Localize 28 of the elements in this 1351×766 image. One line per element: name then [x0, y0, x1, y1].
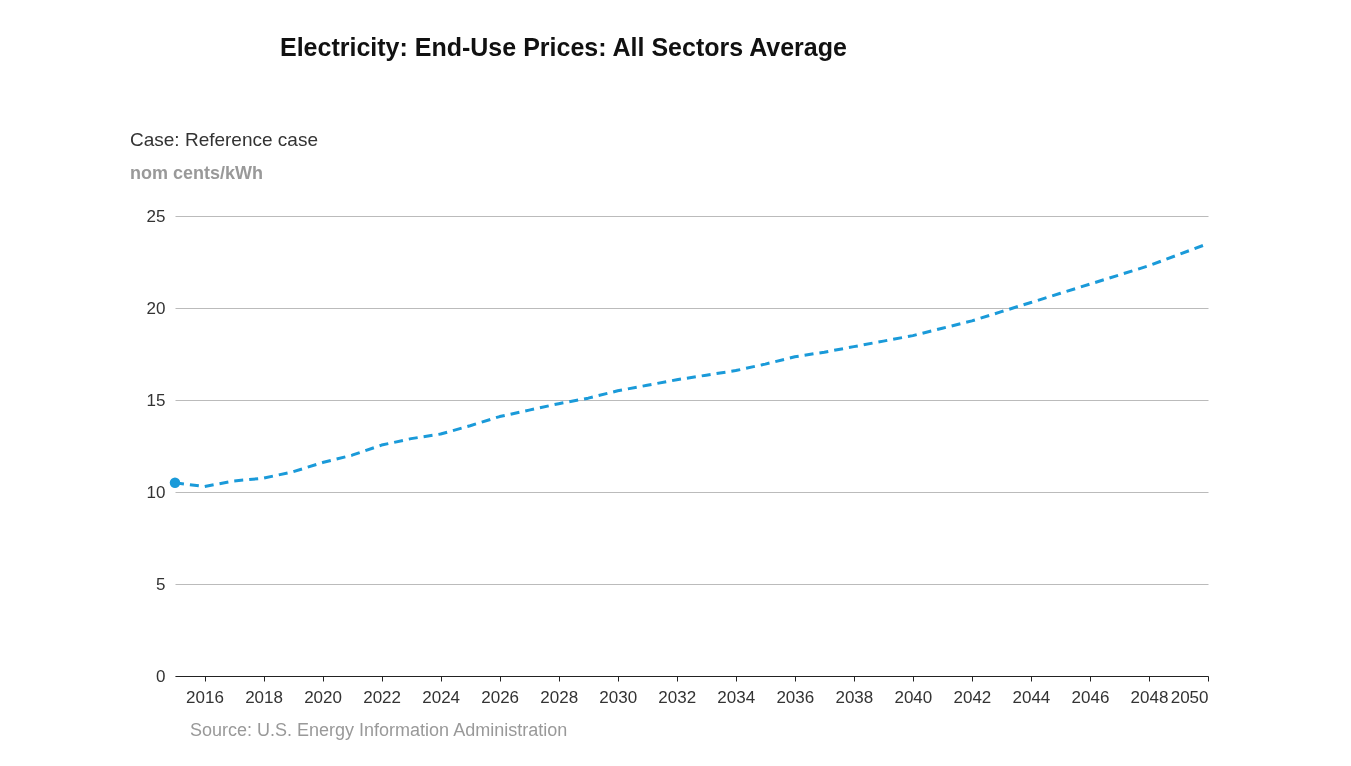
y-tick-label: 15 [146, 390, 166, 410]
x-tick-label: 2022 [363, 687, 402, 707]
x-tick-label: 2040 [894, 687, 933, 707]
x-tick-label: 2036 [776, 687, 815, 707]
chart-title: Electricity: End-Use Prices: All Sectors Average [280, 33, 847, 61]
x-tick-label: 2044 [1012, 687, 1051, 707]
x-tick-label: 2034 [717, 687, 756, 707]
y-axis-title: nom cents/kWh [130, 163, 264, 183]
x-tick-label: 2038 [835, 687, 874, 707]
x-tick-label: 2016 [186, 687, 224, 707]
x-tick-label: 2032 [658, 687, 697, 707]
x-tick-label: 2018 [245, 687, 283, 707]
y-tick-label: 10 [146, 482, 166, 502]
x-tick-label: 2046 [1071, 687, 1110, 707]
x-tick-label: 2042 [953, 687, 992, 707]
y-tick-label: 0 [156, 666, 166, 686]
x-tick-label: 2020 [304, 687, 342, 707]
x-tick-label: 2048 [1130, 687, 1169, 707]
x-tick-label: 2050 [1170, 687, 1209, 707]
chart-subtitle: Case: Reference case [130, 129, 318, 150]
x-tick-label: 2028 [540, 687, 579, 707]
y-tick-label: 20 [146, 298, 166, 318]
x-tick-label: 2026 [481, 687, 520, 707]
source-note: Source: U.S. Energy Information Administration [190, 720, 568, 740]
y-tick-label: 5 [156, 574, 166, 594]
x-tick-label: 2030 [599, 687, 638, 707]
x-tick-label: 2024 [422, 687, 461, 707]
y-tick-label: 25 [146, 206, 166, 226]
